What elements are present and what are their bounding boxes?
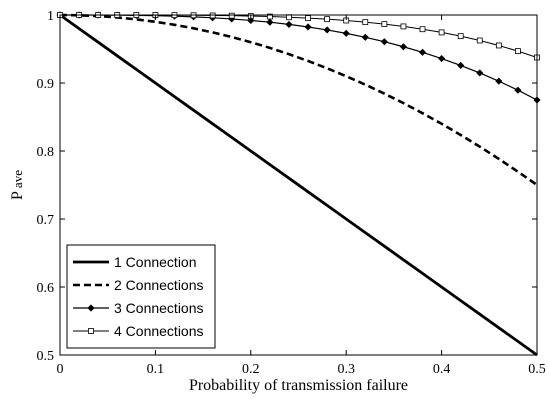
data-point bbox=[400, 23, 407, 30]
data-point bbox=[304, 23, 312, 31]
data-point bbox=[266, 13, 273, 20]
series-2 bbox=[59, 13, 538, 187]
data-point bbox=[457, 33, 464, 40]
x-tick-label: 0.5 bbox=[528, 362, 546, 377]
data-point bbox=[266, 18, 274, 26]
y-tick-label: 0.8 bbox=[37, 145, 55, 160]
data-point bbox=[228, 12, 235, 19]
data-point bbox=[418, 48, 427, 56]
series-line-4 bbox=[60, 14, 538, 58]
legend-label: 2 Connections bbox=[114, 277, 204, 293]
data-point bbox=[515, 48, 521, 55]
legend-marker bbox=[87, 304, 95, 312]
series-1 bbox=[59, 13, 538, 357]
y-tick-label: 0.9 bbox=[37, 77, 55, 92]
x-tick-label: 0.2 bbox=[242, 362, 260, 377]
x-axis-label: Probability of transmission failure bbox=[189, 377, 408, 394]
data-point bbox=[381, 21, 388, 28]
data-point bbox=[362, 19, 369, 26]
legend-marker bbox=[88, 328, 94, 334]
data-point bbox=[457, 61, 465, 69]
data-point bbox=[324, 16, 331, 23]
y-tick-label: 1 bbox=[47, 9, 54, 24]
data-point bbox=[380, 38, 388, 46]
y-tick-label: 0.7 bbox=[37, 213, 55, 228]
y-axis-label-main: P bbox=[9, 191, 26, 200]
data-point bbox=[399, 43, 408, 51]
plot-frame bbox=[59, 14, 538, 356]
data-point bbox=[361, 33, 369, 41]
legend-item-2: 2 Connections bbox=[73, 277, 204, 293]
legend: 1 Connection 2 Connections 3 Connections 4 … bbox=[66, 244, 216, 349]
legend-item-1: 1 Connection bbox=[73, 254, 197, 270]
data-point bbox=[476, 69, 484, 77]
data-point bbox=[495, 42, 502, 49]
y-axis-label: Pave bbox=[9, 170, 26, 200]
legend-item-3: 3 Connections bbox=[73, 300, 204, 316]
data-point bbox=[342, 29, 350, 37]
x-tick-label: 0 bbox=[57, 362, 64, 377]
y-tick-label: 0.5 bbox=[37, 349, 55, 364]
legend-item-4: 4 Connections bbox=[73, 323, 204, 339]
legend-label: 4 Connections bbox=[114, 323, 204, 339]
data-point bbox=[514, 86, 522, 94]
axis-ticks: 0 0.1 0.2 0.3 0.4 0.5 0.5 0.6 0.7 0.8 0.9 1 bbox=[37, 9, 546, 377]
data-point bbox=[419, 26, 426, 33]
data-point bbox=[305, 15, 311, 22]
data-point bbox=[285, 20, 293, 28]
legend-label: 3 Connections bbox=[114, 300, 204, 316]
x-tick-label: 0.1 bbox=[147, 362, 165, 377]
y-tick-label: 0.6 bbox=[37, 281, 55, 296]
x-tick-label: 0.3 bbox=[337, 362, 355, 377]
data-point bbox=[438, 29, 445, 36]
series-line-1 bbox=[59, 13, 538, 357]
x-tick-label: 0.4 bbox=[433, 362, 451, 377]
data-point bbox=[323, 26, 331, 34]
series-line-2 bbox=[59, 13, 538, 187]
y-axis-label-sub: ave bbox=[10, 170, 25, 188]
data-point bbox=[495, 77, 503, 85]
data-point bbox=[476, 37, 483, 44]
legend-label: 1 Connection bbox=[114, 254, 197, 270]
data-point bbox=[438, 54, 446, 63]
